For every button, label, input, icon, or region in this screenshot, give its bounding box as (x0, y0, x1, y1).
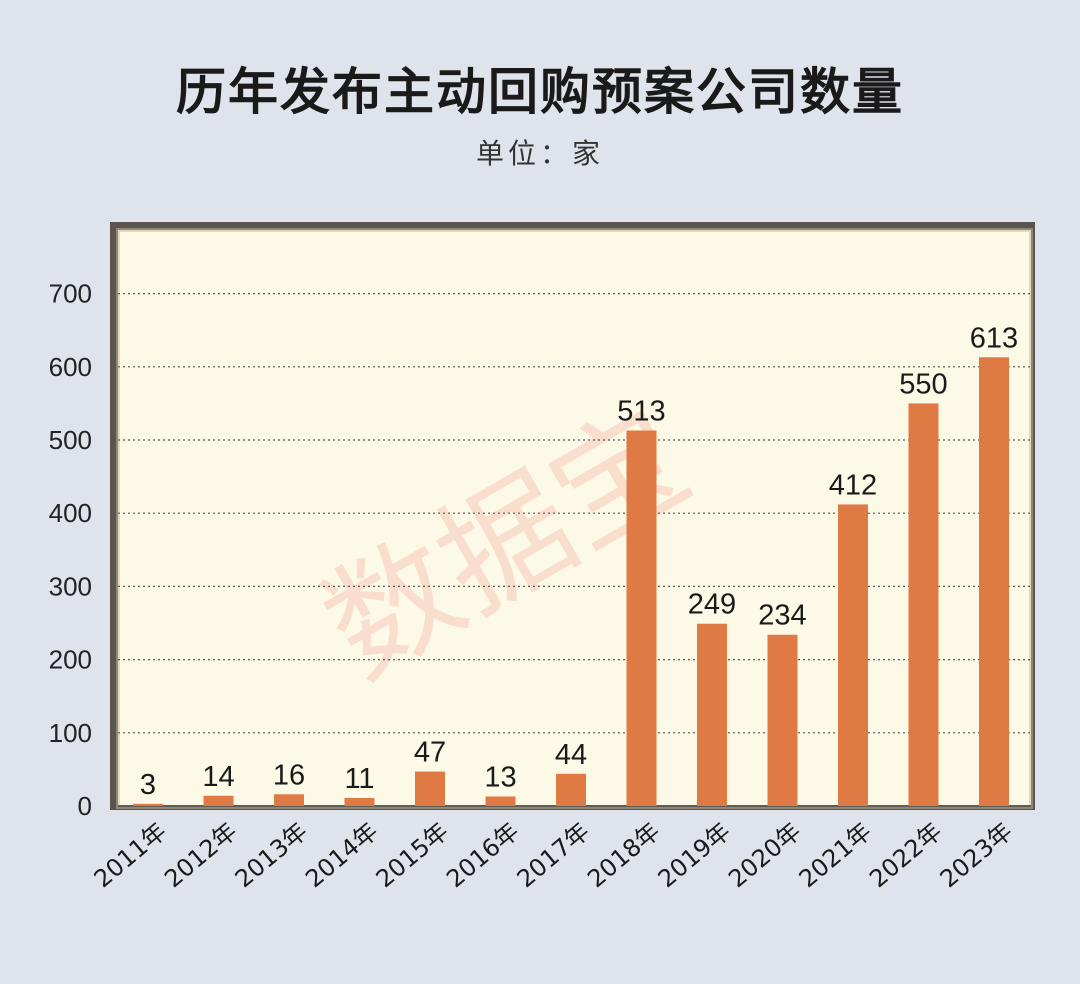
bar (838, 504, 868, 806)
data-label: 249 (688, 589, 736, 621)
x-tick-label: 2012年 (159, 817, 242, 893)
data-label: 16 (273, 759, 305, 791)
x-tick-label: 2016年 (441, 817, 524, 893)
data-label: 513 (617, 395, 665, 427)
y-tick-label: 700 (49, 279, 92, 309)
y-tick-label: 400 (49, 498, 92, 528)
bar (767, 634, 798, 806)
bar (203, 795, 234, 806)
bar (274, 794, 304, 806)
bar (344, 797, 375, 806)
x-tick-label: 2013年 (230, 817, 313, 893)
y-tick-label: 500 (49, 425, 92, 455)
data-label: 14 (202, 761, 234, 793)
x-tick-label: 2014年 (300, 817, 383, 893)
x-tick-label: 2021年 (794, 817, 877, 893)
x-tick-label: 2017年 (512, 817, 595, 893)
data-label: 44 (555, 739, 587, 771)
data-label: 47 (414, 737, 446, 769)
bar (697, 623, 727, 806)
data-label: 613 (970, 322, 1018, 354)
y-tick-label: 0 (78, 791, 92, 821)
bar (979, 357, 1009, 806)
y-tick-label: 300 (49, 571, 92, 601)
y-tick-label: 100 (49, 718, 92, 748)
data-label: 234 (758, 600, 806, 632)
x-tick-label: 2019年 (653, 817, 736, 893)
bar (133, 803, 163, 806)
data-label: 11 (344, 763, 374, 795)
bar (415, 771, 445, 806)
x-tick-label: 2023年 (935, 817, 1018, 893)
bar (908, 403, 939, 806)
y-tick-label: 200 (49, 645, 92, 675)
x-tick-label: 2020年 (723, 817, 806, 893)
chart-subtitle: 单位：家 (475, 137, 604, 170)
data-label: 550 (899, 368, 947, 400)
bar (556, 773, 586, 806)
x-tick-label: 2015年 (371, 817, 454, 893)
data-label: 13 (484, 761, 516, 793)
bar (626, 430, 657, 806)
y-tick-label: 600 (49, 352, 92, 382)
plot-area (118, 230, 1031, 807)
x-tick-label: 2011年 (89, 817, 172, 893)
chart-title: 历年发布主动回购预案公司数量 (176, 63, 904, 121)
plot-inner-edge (116, 228, 1033, 809)
x-tick-label: 2022年 (864, 817, 947, 893)
data-label: 412 (829, 469, 877, 501)
x-tick-label: 2018年 (582, 817, 665, 893)
data-label: 3 (140, 769, 156, 801)
bar (485, 796, 516, 806)
